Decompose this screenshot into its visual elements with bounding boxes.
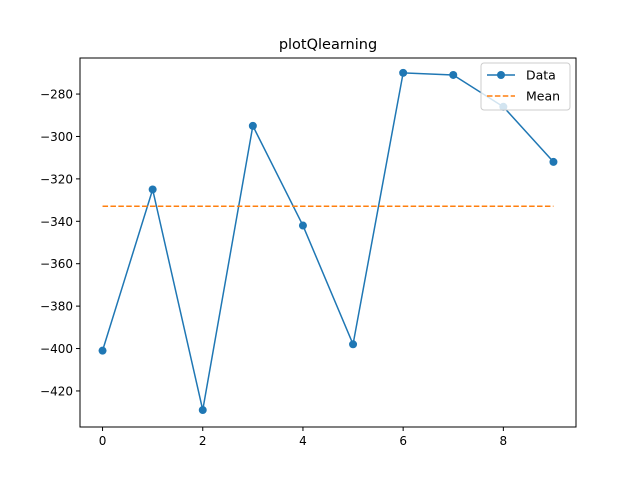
- legend-mean-label: Mean: [526, 89, 560, 104]
- data-point: [349, 340, 358, 349]
- legend-data-marker: [497, 71, 505, 79]
- x-tick-label: 0: [99, 434, 107, 448]
- chart-title: plotQlearning: [279, 37, 377, 53]
- x-tick-label: 8: [500, 434, 508, 448]
- y-tick-label: −340: [40, 215, 73, 229]
- y-tick-label: −420: [40, 384, 73, 398]
- legend-data-label: Data: [526, 68, 556, 83]
- data-point: [399, 68, 408, 77]
- data-line: [101, 72, 555, 411]
- x-tick-label: 6: [399, 434, 407, 448]
- y-tick-label: −280: [40, 88, 73, 102]
- x-tick-label: 2: [199, 434, 207, 448]
- x-tick-label: 4: [299, 434, 307, 448]
- y-tick-label: −360: [40, 257, 73, 271]
- y-tick-label: −300: [40, 130, 73, 144]
- data-point: [248, 121, 257, 130]
- data-point: [98, 346, 107, 355]
- data-point: [298, 221, 307, 230]
- data-point: [198, 406, 207, 415]
- data-point: [449, 70, 458, 79]
- y-tick-label: −380: [40, 300, 73, 314]
- y-tick-label: −400: [40, 342, 73, 356]
- x-axis: 0 2 4 6 8: [99, 427, 507, 448]
- legend: Data Mean: [480, 62, 571, 111]
- y-tick-label: −320: [40, 172, 73, 186]
- data-point: [148, 185, 157, 194]
- y-axis: −420 −400 −380 −360 −340 −320 −300 −280: [40, 88, 80, 398]
- data-point: [549, 157, 558, 166]
- plot-frame: [79, 57, 577, 428]
